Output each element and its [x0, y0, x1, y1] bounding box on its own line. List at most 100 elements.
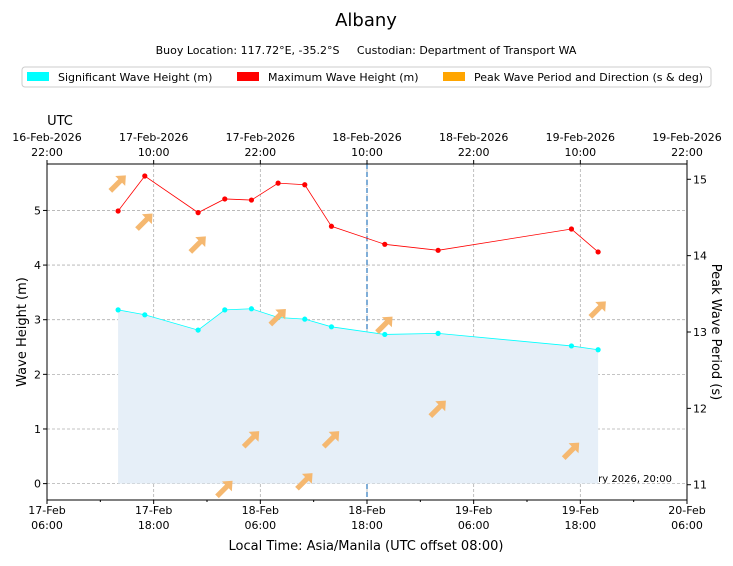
x-bottom-tick-time: 18:00: [564, 519, 596, 532]
maximum-height-point: [248, 197, 255, 203]
significant-height-point: [115, 307, 121, 313]
peak-period-arrow: [321, 431, 340, 449]
peak-period-arrow-shape: [268, 308, 286, 327]
x-bottom-tick-date: 17-Feb: [28, 504, 65, 517]
peak-period-arrow: [295, 473, 313, 491]
peak-period-arrow-shape: [241, 431, 260, 449]
y-right-tick-label: 12: [693, 402, 707, 415]
maximum-height-point: [302, 182, 308, 188]
y-right-tick-label: 13: [693, 326, 707, 339]
x-top-tick-time: 10:00: [564, 146, 596, 159]
significant-height-point: [222, 307, 228, 313]
peak-period-arrow: [588, 301, 606, 319]
y-axis-label-left: Wave Height (m): [15, 277, 30, 387]
peak-period-arrow: [428, 400, 446, 418]
legend-swatch-maximum: [237, 72, 259, 81]
y-left-tick-label: 5: [34, 204, 41, 217]
x-bottom-tick-date: 18-Feb: [348, 504, 385, 517]
x-bottom-tick-date: 19-Feb: [455, 504, 492, 517]
y-axis-label-right: Peak Wave Period (s): [708, 264, 723, 400]
peak-period-arrow-shape: [588, 301, 606, 319]
peak-period-arrow: [241, 431, 260, 449]
x-bottom-tick-time: 06:00: [31, 519, 63, 532]
y-right-tick-label: 11: [693, 479, 707, 492]
chart-subtitle: Buoy Location: 117.72°E, -35.2°S Custodi…: [156, 44, 577, 57]
significant-height-point: [435, 330, 441, 336]
significant-height-point: [195, 327, 201, 333]
x-bottom-tick-time: 18:00: [351, 519, 383, 532]
peak-period-arrow: [561, 442, 580, 460]
significant-height-point: [595, 347, 601, 353]
y-left-tick-label: 0: [34, 478, 41, 491]
peak-period-arrow-shape: [108, 175, 126, 193]
peak-period-arrow-shape: [295, 473, 313, 491]
legend-label-significant: Significant Wave Height (m): [58, 71, 212, 84]
x-top-tick-time: 10:00: [138, 146, 170, 159]
legend: Significant Wave Height (m) Maximum Wave…: [21, 66, 712, 88]
maximum-height-point: [195, 210, 201, 216]
peak-period-arrow: [375, 316, 393, 334]
peak-period-arrow-shape: [188, 236, 206, 254]
x-top-tick-time: 22:00: [458, 146, 490, 159]
x-top-tick-time: 22:00: [671, 146, 703, 159]
significant-height-point: [142, 312, 148, 318]
peak-period-arrow: [268, 308, 286, 327]
significant-height-point: [302, 316, 308, 322]
significant-height-point: [568, 343, 575, 349]
maximum-height-point: [275, 180, 281, 186]
x-bottom-tick-date: 20-Feb: [668, 504, 705, 517]
x-top-tick-date: 18-Feb-2026: [439, 131, 508, 144]
x-top-tick-date: 19-Feb-2026: [546, 131, 615, 144]
peak-period-arrow-shape: [135, 213, 153, 231]
peak-period-arrow: [135, 213, 153, 231]
peak-period-arrow-shape: [375, 316, 393, 334]
x-top-tick-date: 18-Feb-2026: [332, 131, 401, 144]
peak-period-arrow: [188, 236, 206, 254]
maximum-height-point: [115, 208, 121, 214]
significant-height-area: [118, 308, 599, 484]
peak-period-arrow-shape: [428, 400, 446, 418]
peak-period-arrow-shape: [321, 431, 340, 449]
significant-height-line: [118, 308, 599, 351]
maximum-height-point: [568, 226, 575, 232]
x-bottom-tick-date: 19-Feb: [562, 504, 599, 517]
x-bottom-tick-time: 06:00: [671, 519, 703, 532]
top-axis-title: UTC: [47, 114, 73, 129]
x-bottom-tick-date: 17-Feb: [135, 504, 172, 517]
y-left-tick-label: 3: [34, 314, 41, 327]
significant-height-point: [328, 324, 335, 330]
x-bottom-tick-date: 18-Feb: [242, 504, 279, 517]
x-bottom-tick-time: 06:00: [244, 519, 276, 532]
significant-height-point: [248, 306, 255, 312]
peak-period-arrow: [215, 480, 233, 499]
maximum-height-point: [435, 247, 441, 253]
x-top-tick-date: 17-Feb-2026: [226, 131, 295, 144]
legend-box: [21, 66, 712, 88]
maximum-height-line: [117, 175, 599, 253]
significant-height-point: [382, 331, 388, 338]
maximum-height-point: [595, 249, 601, 255]
chart-title: Albany: [335, 10, 397, 31]
x-top-tick-date: 17-Feb-2026: [119, 131, 188, 144]
x-bottom-tick-time: 06:00: [458, 519, 490, 532]
legend-swatch-peak: [443, 72, 465, 81]
maximum-height-point: [328, 223, 335, 229]
legend-label-peak: Peak Wave Period and Direction (s & deg): [474, 71, 703, 84]
y-right-tick-label: 15: [693, 173, 707, 186]
peak-period-arrow-shape: [215, 480, 233, 499]
x-top-tick-time: 22:00: [31, 146, 63, 159]
x-axis-label: Local Time: Asia/Manila (UTC offset 08:0…: [229, 539, 504, 554]
maximum-height-point: [222, 196, 228, 202]
x-top-tick-date: 16-Feb-2026: [12, 131, 81, 144]
legend-label-maximum: Maximum Wave Height (m): [268, 71, 419, 84]
y-left-tick-label: 1: [34, 423, 41, 436]
peak-period-arrow-shape: [561, 442, 580, 460]
legend-swatch-significant: [27, 72, 49, 81]
y-left-tick-label: 2: [34, 368, 41, 381]
x-top-tick-time: 22:00: [244, 146, 276, 159]
maximum-height-point: [382, 241, 388, 247]
x-top-tick-time: 10:00: [351, 146, 383, 159]
y-right-tick-label: 14: [693, 250, 707, 263]
